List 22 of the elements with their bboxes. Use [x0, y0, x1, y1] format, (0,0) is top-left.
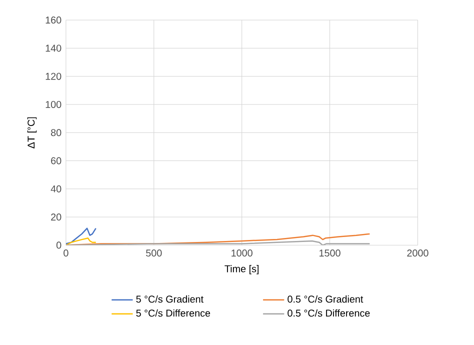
x-tick-label: 2000	[407, 250, 428, 257]
y-tick-label: 160	[46, 16, 62, 24]
legend-label: 5 °C/s Difference	[136, 309, 210, 317]
line-series	[66, 237, 96, 246]
y-tick-label: 60	[51, 157, 62, 164]
y-axis-title: ΔT [°C]	[27, 117, 37, 148]
x-tick-label: 500	[146, 250, 162, 257]
legend-label: 5 °C/s Gradient	[136, 295, 204, 303]
x-axis-title: Time [s]	[224, 265, 259, 274]
x-tick-label: 0	[64, 250, 68, 257]
y-tick-label: 20	[51, 214, 62, 221]
y-tick-label: 0	[56, 242, 62, 249]
x-tick-label: 1000	[232, 250, 252, 257]
y-tick-label: 100	[46, 100, 62, 108]
legend-label: 0.5 °C/s Gradient	[288, 295, 364, 303]
legend-label: 0.5 °C/s Difference	[288, 309, 370, 317]
y-tick-label: 120	[46, 72, 62, 80]
line-series	[66, 228, 96, 244]
x-tick-label: 1500	[320, 250, 340, 257]
y-tick-label: 80	[51, 129, 62, 136]
y-tick-label: 40	[50, 185, 62, 192]
y-tick-label: 140	[46, 44, 62, 52]
